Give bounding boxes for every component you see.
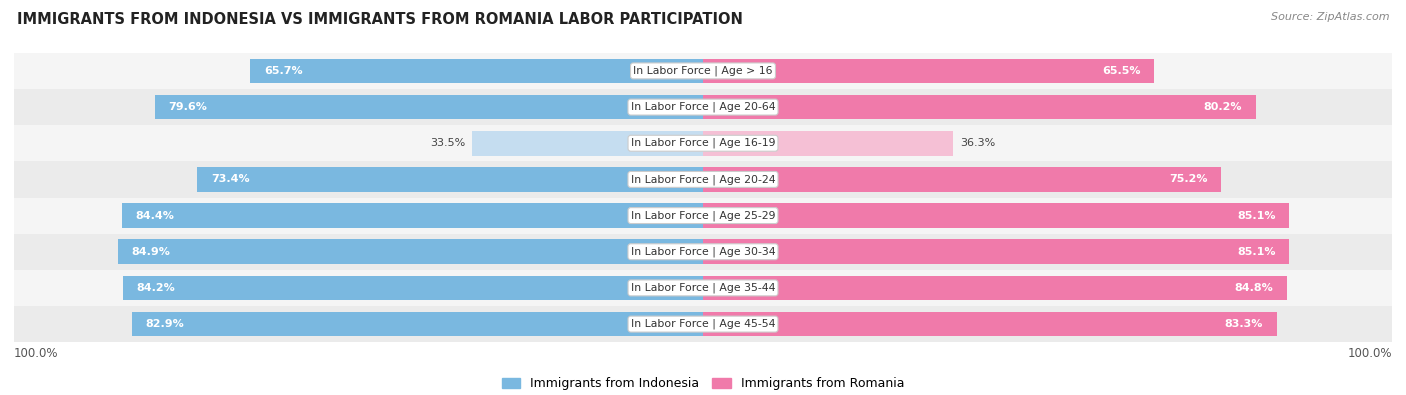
Bar: [118, 239, 703, 264]
Legend: Immigrants from Indonesia, Immigrants from Romania: Immigrants from Indonesia, Immigrants fr…: [496, 372, 910, 395]
Text: 80.2%: 80.2%: [1204, 102, 1241, 112]
Bar: [703, 239, 1289, 264]
Text: In Labor Force | Age 16-19: In Labor Force | Age 16-19: [631, 138, 775, 149]
Text: 79.6%: 79.6%: [169, 102, 207, 112]
Text: 33.5%: 33.5%: [430, 138, 465, 148]
Text: 84.9%: 84.9%: [132, 247, 170, 257]
Text: 84.4%: 84.4%: [135, 211, 174, 220]
Text: 36.3%: 36.3%: [960, 138, 995, 148]
Text: 75.2%: 75.2%: [1168, 175, 1208, 184]
Bar: [14, 306, 1392, 342]
Text: In Labor Force | Age 20-64: In Labor Force | Age 20-64: [631, 102, 775, 112]
Bar: [703, 203, 1289, 228]
Bar: [703, 167, 1220, 192]
Text: 85.1%: 85.1%: [1237, 247, 1275, 257]
Bar: [122, 276, 703, 300]
Text: In Labor Force | Age 25-29: In Labor Force | Age 25-29: [631, 210, 775, 221]
Text: 85.1%: 85.1%: [1237, 211, 1275, 220]
Bar: [14, 270, 1392, 306]
Text: 100.0%: 100.0%: [14, 346, 59, 359]
Text: 82.9%: 82.9%: [146, 319, 184, 329]
Text: In Labor Force | Age 45-54: In Labor Force | Age 45-54: [631, 319, 775, 329]
Bar: [197, 167, 703, 192]
Bar: [703, 312, 1277, 337]
Text: In Labor Force | Age 20-24: In Labor Force | Age 20-24: [631, 174, 775, 185]
Bar: [155, 95, 703, 119]
Text: 73.4%: 73.4%: [211, 175, 250, 184]
Bar: [703, 131, 953, 156]
Bar: [703, 95, 1256, 119]
Bar: [121, 203, 703, 228]
Bar: [472, 131, 703, 156]
Bar: [14, 89, 1392, 125]
Bar: [132, 312, 703, 337]
Text: 83.3%: 83.3%: [1225, 319, 1263, 329]
Text: IMMIGRANTS FROM INDONESIA VS IMMIGRANTS FROM ROMANIA LABOR PARTICIPATION: IMMIGRANTS FROM INDONESIA VS IMMIGRANTS …: [17, 12, 742, 27]
Bar: [14, 125, 1392, 161]
Text: 65.7%: 65.7%: [264, 66, 302, 76]
Text: 84.2%: 84.2%: [136, 283, 176, 293]
Text: In Labor Force | Age 30-34: In Labor Force | Age 30-34: [631, 246, 775, 257]
Text: 100.0%: 100.0%: [1347, 346, 1392, 359]
Bar: [14, 53, 1392, 89]
Bar: [703, 58, 1154, 83]
Text: 84.8%: 84.8%: [1234, 283, 1274, 293]
Text: Source: ZipAtlas.com: Source: ZipAtlas.com: [1271, 12, 1389, 22]
Text: 65.5%: 65.5%: [1102, 66, 1140, 76]
Bar: [703, 276, 1288, 300]
Text: In Labor Force | Age 35-44: In Labor Force | Age 35-44: [631, 283, 775, 293]
Bar: [14, 234, 1392, 270]
Bar: [14, 198, 1392, 234]
Text: In Labor Force | Age > 16: In Labor Force | Age > 16: [633, 66, 773, 76]
Bar: [14, 161, 1392, 198]
Bar: [250, 58, 703, 83]
